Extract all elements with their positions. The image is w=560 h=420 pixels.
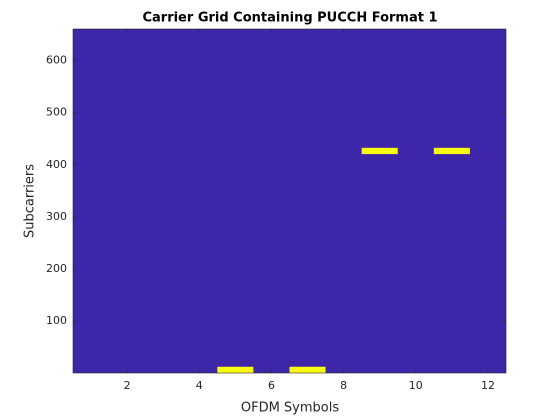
y-axis-label: Subcarriers: [23, 164, 38, 238]
y-tick-label: 100: [46, 314, 67, 327]
x-tick-label: 2: [124, 379, 131, 392]
occupied-cell: [433, 147, 470, 155]
x-tick-label: 8: [340, 379, 347, 392]
occupied-cell: [217, 366, 254, 373]
axes-box: [72, 28, 507, 374]
x-tick-label: 12: [481, 379, 495, 392]
x-axis-label: OFDM Symbols: [241, 401, 339, 416]
y-tick-label: 500: [46, 106, 67, 119]
x-tick-label: 6: [268, 379, 275, 392]
y-tick-label: 300: [46, 210, 67, 223]
occupied-cell: [361, 147, 398, 155]
chart-title: Carrier Grid Containing PUCCH Format 1: [142, 11, 437, 26]
occupied-cell: [289, 366, 326, 373]
plot-background: [73, 29, 506, 373]
y-tick-label: 400: [46, 158, 67, 171]
x-tick-label: 10: [409, 379, 423, 392]
x-tick-label: 4: [196, 379, 203, 392]
y-tick-label: 600: [46, 54, 67, 67]
y-tick-label: 200: [46, 262, 67, 275]
